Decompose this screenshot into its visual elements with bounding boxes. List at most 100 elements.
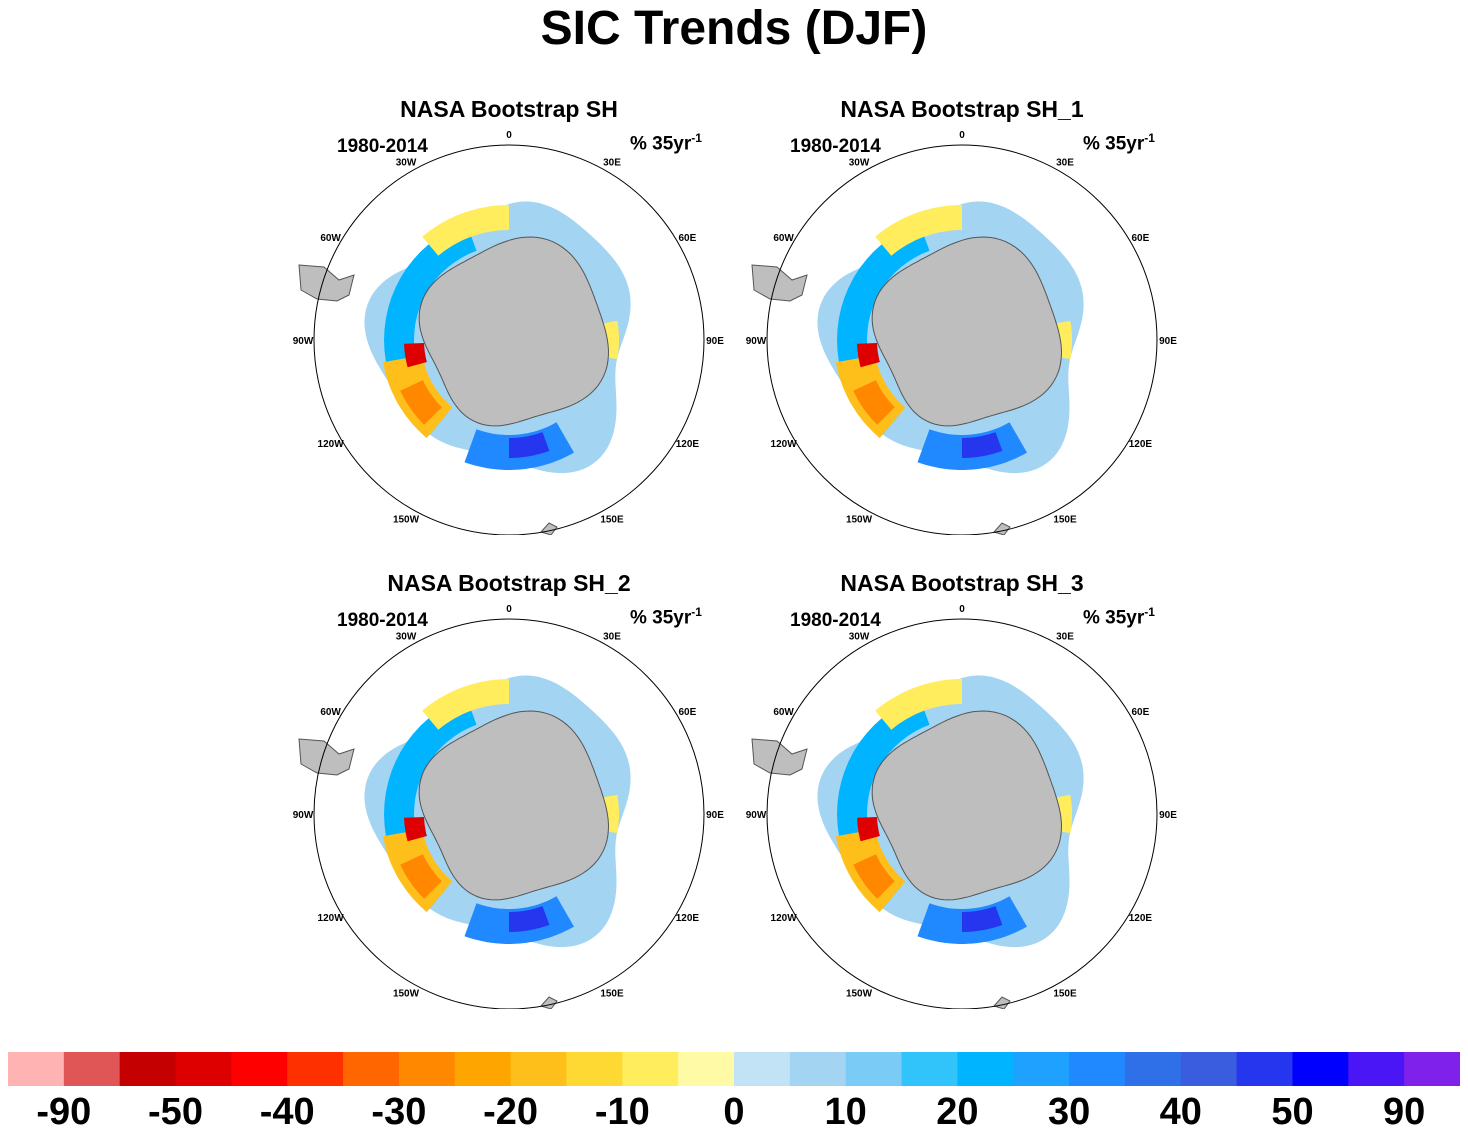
colorbar-swatch [734,1052,791,1086]
south-america-land [298,738,355,776]
longitude-label: 60W [320,233,341,244]
longitude-label: 120W [318,439,345,450]
longitude-label: 90W [746,810,767,821]
longitude-label: 0 [506,130,512,141]
antarctica-land [418,710,610,901]
polar-map: 030E60E90E120E150E180150W120W90W60W30W [746,130,1177,535]
colorbar-swatch [1069,1052,1126,1086]
island-land [993,522,1011,535]
colorbar-swatch [1348,1052,1405,1086]
units-base: % 35yr [630,133,692,155]
period-label: 1980-2014 [790,610,881,631]
longitude-label: 120W [771,913,798,924]
longitude-label: 150E [600,988,624,999]
longitude-label: 90W [746,336,767,347]
longitude-label: 90E [1159,810,1177,821]
south-america-land [751,738,808,776]
peninsula-strong-negative-trend [857,817,880,842]
antarctica-land [418,236,610,427]
longitude-label: 30E [603,158,621,169]
colorbar-swatch [454,1052,512,1086]
map-boundary [766,144,1158,535]
colorbar-tick-label: 90 [1383,1091,1426,1133]
longitude-label: 120E [676,913,700,924]
colorbar-swatch [175,1052,232,1086]
colorbar-tick-label: -50 [148,1091,203,1133]
longitude-label: 120E [1129,913,1153,924]
colorbar-swatch [678,1052,735,1086]
longitude-label: 30E [1056,158,1074,169]
colorbar-tick-label: -10 [594,1091,650,1133]
units-exponent: -1 [691,605,702,619]
amundsen-negative-core [400,854,442,899]
longitude-label: 150E [1053,988,1077,999]
panel-title: NASA Bootstrap SH_2 [387,570,631,596]
polar-map: 030E60E90E120E150E180150W120W90W60W30W [293,604,724,1009]
map-panel-2: 030E60E90E120E150E180150W120W90W60W30WNA… [732,95,1192,535]
figure-title: SIC Trends (DJF) [540,2,928,55]
longitude-label: 120W [771,439,798,450]
longitude-label: 0 [959,604,965,615]
units-base: % 35yr [1083,133,1145,155]
map-boundary [313,144,705,535]
colorbar-swatch [119,1052,177,1086]
colorbar-swatch [1180,1052,1238,1086]
units-exponent: -1 [1144,605,1155,619]
longitude-label: 150W [846,988,873,999]
south-america-land [751,264,808,302]
colorbar-tick-label: 40 [1159,1091,1202,1133]
colorbar-swatch [231,1052,288,1086]
map-panel-4: 030E60E90E120E150E180150W120W90W60W30WNA… [732,569,1192,1009]
island-land [993,996,1011,1009]
longitude-label: 120E [1129,439,1153,450]
longitude-label: 30E [1056,632,1074,643]
colorbar-tick-label: 20 [936,1091,979,1133]
longitude-label: 30E [603,632,621,643]
colorbar-swatch [845,1052,903,1086]
map-panel-3: 030E60E90E120E150E180150W120W90W60W30WNA… [279,569,739,1009]
colorbar-tick-label: 10 [824,1091,867,1133]
colorbar-swatch [901,1052,958,1086]
panel-title: NASA Bootstrap SH_3 [840,570,1084,596]
island-land [540,522,558,535]
units-exponent: -1 [691,131,702,145]
amundsen-negative-core [853,380,895,425]
colorbar-swatch [8,1052,65,1086]
map-boundary [766,618,1158,1009]
period-label: 1980-2014 [337,136,428,157]
colorbar-swatch [63,1052,121,1086]
colorbar [8,1052,1460,1086]
longitude-label: 150W [393,988,420,999]
ross-strong-positive-trend [962,432,1003,458]
weddell-negative-patch [875,205,962,256]
map-panel-1: 030E60E90E120E150E180150W120W90W60W30WNA… [279,95,739,535]
longitude-label: 150W [393,514,420,525]
colorbar-swatch [287,1052,344,1086]
weddell-negative-patch [422,205,509,256]
south-america-land [298,264,355,302]
units-base: % 35yr [1083,607,1145,629]
longitude-label: 60E [1132,707,1150,718]
weddell-negative-patch [422,679,509,730]
longitude-label: 30W [849,158,870,169]
longitude-label: 60E [679,233,697,244]
longitude-label: 0 [959,130,965,141]
colorbar-swatch [789,1052,847,1086]
polar-map: 030E60E90E120E150E180150W120W90W60W30W [746,604,1177,1009]
antarctica-land [871,710,1063,901]
panel-title: NASA Bootstrap SH [400,96,618,122]
longitude-label: 60W [773,707,794,718]
polar-map: 030E60E90E120E150E180150W120W90W60W30W [293,130,724,535]
peninsula-strong-negative-trend [857,343,880,368]
antarctica-land [871,236,1063,427]
colorbar-tick-label: -30 [371,1091,427,1133]
units-label: % 35yr-1 [1083,605,1155,629]
units-label: % 35yr-1 [630,131,702,155]
map-boundary [313,618,705,1009]
peninsula-strong-negative-trend [404,343,427,368]
longitude-label: 30W [849,632,870,643]
period-label: 1980-2014 [337,610,428,631]
longitude-label: 60E [1132,233,1150,244]
colorbar-tick-label: -40 [259,1091,315,1133]
longitude-label: 90W [293,336,314,347]
